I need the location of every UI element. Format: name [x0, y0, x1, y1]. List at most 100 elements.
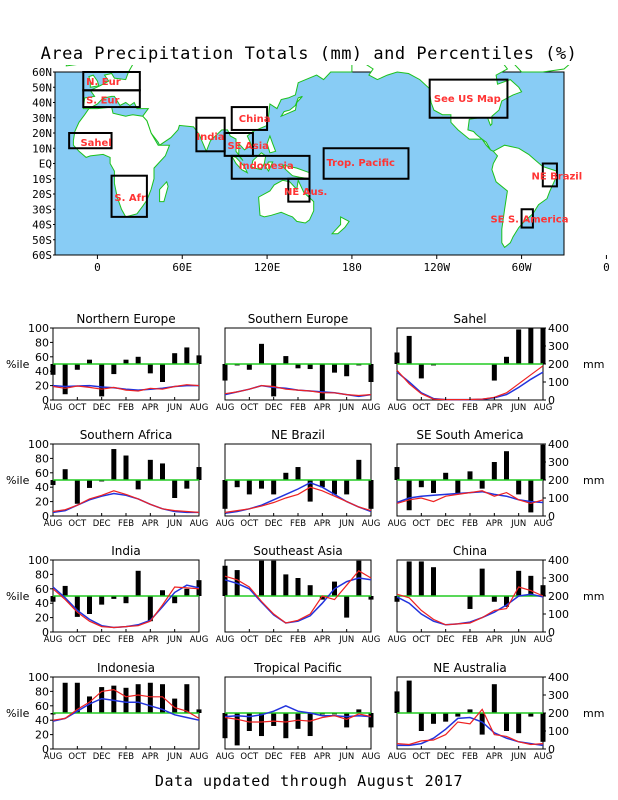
month-tick-label: AUG — [190, 752, 209, 762]
percentile-bar — [123, 455, 129, 480]
observed-precip-line — [224, 486, 372, 513]
chart-title: China — [453, 544, 487, 558]
observed-precip-line — [224, 570, 372, 624]
pct-tick-label: 40 — [35, 597, 49, 610]
percentile-bar — [540, 585, 546, 596]
percentile-bar — [516, 480, 522, 495]
percentile-bar — [111, 596, 117, 599]
lat-tick-label: 20S — [32, 188, 52, 201]
percentile-bar — [528, 328, 534, 364]
landmass — [250, 152, 267, 171]
month-tick-label: OCT — [240, 403, 259, 413]
pct-tick-label: 0 — [42, 626, 49, 639]
mm-axis-label: mm — [583, 590, 604, 603]
month-tick-label: DEC — [265, 519, 283, 529]
percentile-bar — [196, 580, 202, 596]
month-tick-label: AUG — [534, 635, 553, 645]
percentile-bar — [271, 480, 277, 495]
lat-tick-label: 50S — [32, 234, 52, 247]
month-tick-label: APR — [314, 519, 331, 529]
percentile-bar — [259, 713, 264, 737]
pct-tick-label: 60 — [35, 583, 49, 596]
percentile-bar — [196, 709, 202, 713]
percentile-bar — [467, 709, 473, 713]
mm-tick-label: 400 — [548, 671, 569, 684]
month-tick-label: AUG — [44, 635, 63, 645]
pct-tick-label: 80 — [35, 685, 49, 698]
percentile-bar — [160, 463, 165, 480]
percentile-bar — [271, 560, 277, 596]
lat-tick-label: 20N — [32, 127, 52, 140]
percentile-bar — [50, 364, 56, 375]
percentile-bar — [418, 364, 424, 379]
region-label: NE Brazil — [531, 172, 582, 183]
region-label: India — [196, 132, 224, 143]
month-tick-label: APR — [314, 752, 331, 762]
mm-tick-label: 400 — [548, 438, 569, 451]
month-tick-label: DEC — [437, 519, 455, 529]
region-box — [230, 154, 311, 180]
month-tick-label: AUG — [534, 519, 553, 529]
percentile-bar — [491, 684, 497, 713]
month-tick-label: DEC — [437, 635, 455, 645]
month-tick-label: APR — [486, 403, 503, 413]
month-tick-label: AUG — [216, 635, 235, 645]
percentile-bar — [123, 596, 129, 604]
region-label: SE S. America — [490, 214, 568, 225]
percentile-bar — [196, 467, 202, 480]
observed-precip-line — [396, 586, 544, 626]
percentile-bar — [259, 480, 264, 489]
percentile-bar — [50, 596, 56, 602]
month-tick-label: JUN — [166, 519, 182, 529]
percentile-bar — [172, 353, 178, 364]
percentile-bar — [516, 713, 522, 734]
month-tick-label: DEC — [93, 403, 111, 413]
observed-precip-line — [52, 490, 200, 513]
percentile-bar — [123, 687, 129, 713]
mm-tick-label: 0 — [548, 394, 555, 407]
observed-precip-line — [396, 490, 544, 505]
month-tick-label: APR — [486, 752, 503, 762]
month-tick-label: AUG — [362, 635, 381, 645]
month-tick-label: AUG — [362, 752, 381, 762]
region-box — [541, 162, 558, 188]
pct-tick-label: 40 — [35, 365, 49, 378]
pct-axis-label: %ile — [6, 590, 30, 603]
pct-tick-label: 20 — [35, 729, 49, 742]
percentile-bar — [528, 480, 534, 513]
region-box — [68, 132, 113, 150]
month-tick-label: AUG — [44, 403, 63, 413]
month-tick-label: JUN — [510, 752, 526, 762]
month-tick-label: AUG — [190, 635, 209, 645]
percentile-bar — [123, 359, 129, 364]
percentile-bar — [406, 680, 412, 713]
mm-axis-label: mm — [583, 358, 604, 371]
pct-tick-label: 100 — [28, 671, 49, 684]
percentile-bar — [196, 355, 202, 364]
landmass — [82, 65, 353, 161]
pct-tick-label: 0 — [42, 394, 49, 407]
percentile-bar — [504, 713, 509, 731]
month-tick-label: APR — [142, 752, 159, 762]
mm-tick-label: 200 — [548, 358, 569, 371]
percentile-bar — [344, 364, 350, 377]
percentile-bar — [62, 364, 68, 395]
mm-axis-label: mm — [583, 474, 604, 487]
percentile-bar — [111, 449, 117, 480]
month-tick-label: AUG — [388, 403, 407, 413]
landmass — [279, 95, 303, 118]
pct-tick-label: 40 — [35, 481, 49, 494]
chart-title: Southeast Asia — [253, 544, 343, 558]
pct-tick-label: 40 — [35, 714, 49, 727]
month-tick-label: FEB — [290, 403, 306, 413]
chart-title: Tropical Pacific — [253, 661, 342, 675]
percentile-bar — [99, 364, 105, 397]
month-tick-label: AUG — [534, 752, 553, 762]
month-tick-label: DEC — [265, 403, 283, 413]
percentile-bar — [368, 596, 374, 600]
month-tick-label: AUG — [388, 635, 407, 645]
